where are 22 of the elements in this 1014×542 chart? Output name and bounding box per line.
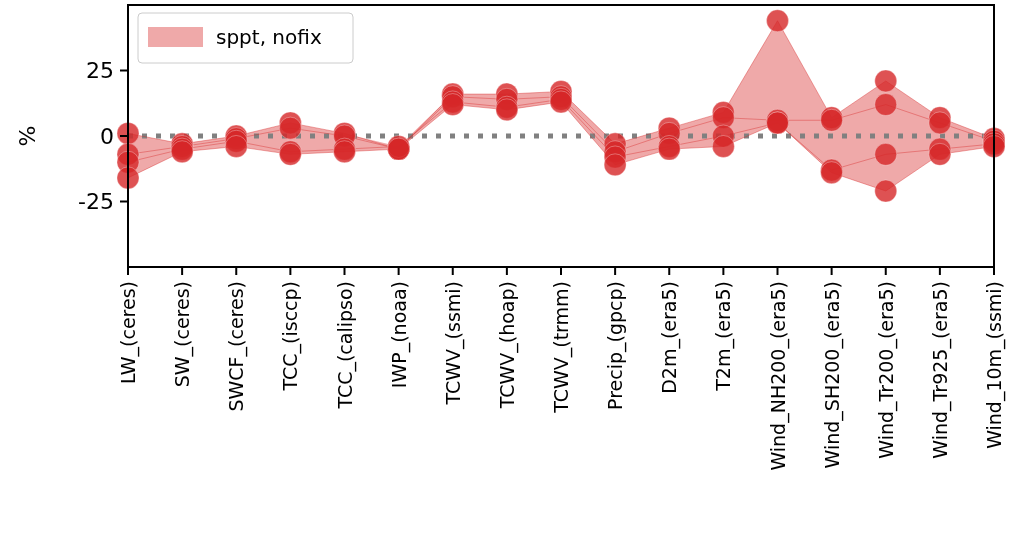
x-tick-label: Wind_SH200_(era5) (820, 281, 844, 469)
x-tick-label: SW_(ceres) (171, 281, 195, 388)
y-tick-label: -25 (78, 189, 114, 215)
x-tick-label: D2m_(era5) (658, 281, 682, 394)
x-tick-label: TCWV_(hoap) (495, 281, 519, 410)
legend-label: sppt, nofix (216, 25, 322, 49)
x-tick-label: LW_(ceres) (117, 281, 140, 385)
x-tick-label: TCC_(isccp) (279, 281, 303, 392)
x-tick-label: Wind_10m_(ssmi) (983, 281, 1006, 449)
x-tick-label: Wind_NH200_(era5) (766, 281, 790, 471)
x-tick-label: T2m_(era5) (712, 281, 736, 392)
x-tick-label: Wind_Tr200_(era5) (874, 281, 898, 459)
x-tick-label: IWP_(noaa) (387, 281, 411, 389)
y-tick-label: 25 (86, 58, 114, 84)
x-tick-label: TCC_(calipso) (333, 281, 357, 410)
x-tick-label: Precip_(gpcp) (604, 281, 628, 410)
y-axis-title: % (15, 125, 40, 147)
x-tick-label: TCWV_(ssmi) (441, 281, 465, 406)
x-tick-label: SWCF_(ceres) (225, 281, 249, 412)
x-tick-label: Wind_Tr925_(era5) (928, 281, 952, 459)
y-tick-label: 0 (100, 123, 114, 149)
x-tick-label: TCWV_(trmm) (550, 281, 573, 414)
